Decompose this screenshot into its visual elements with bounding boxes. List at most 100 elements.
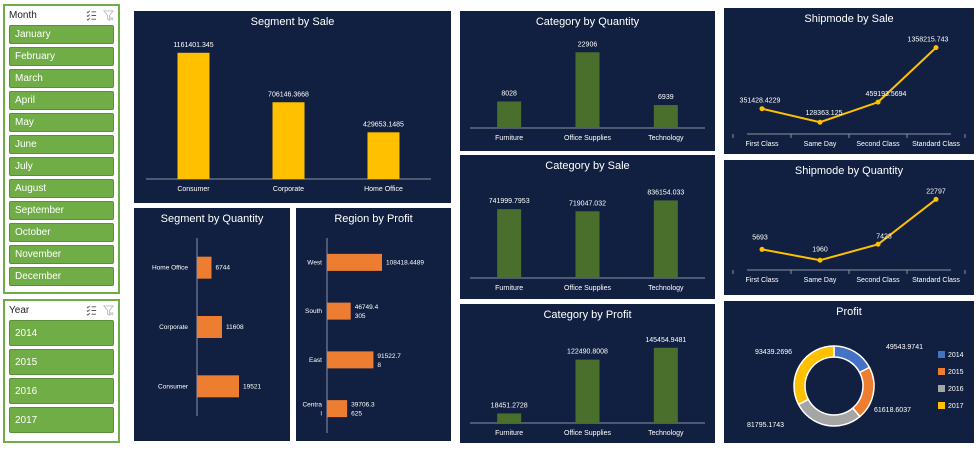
data-label: 91522.7: [377, 353, 401, 360]
legend-label: 2016: [948, 386, 964, 393]
bar-furniture[interactable]: [497, 413, 522, 423]
tick-label: Consumer: [177, 186, 210, 193]
data-label: 836154.033: [647, 189, 684, 196]
slicer-item-september[interactable]: September: [9, 201, 114, 220]
tick-label: First Class: [745, 141, 779, 148]
chart-svg: 351428.4229 First Class 128363.125 Same Day…: [732, 37, 966, 148]
slicer-item-june[interactable]: June: [9, 135, 114, 154]
data-label: 625: [351, 411, 362, 418]
chart-svg: 1161401.345 Consumer 706146.3668 Corporate 4…: [146, 42, 431, 193]
data-point[interactable]: [817, 257, 823, 263]
bar-furniture[interactable]: [497, 101, 522, 128]
multi-select-icon[interactable]: [86, 305, 97, 316]
chart-title: Shipmode by Quantity: [794, 165, 904, 177]
data-point[interactable]: [759, 106, 765, 112]
slicer-item-november[interactable]: November: [9, 245, 114, 264]
bar-technology[interactable]: [653, 200, 678, 278]
year-slicer: Year 2014 2015 2016 2017: [3, 299, 120, 443]
tick-label: Standard Class: [912, 141, 960, 148]
tick-label: l: [321, 411, 323, 418]
bar-south[interactable]: [327, 302, 351, 320]
bar-central[interactable]: [327, 400, 348, 418]
data-point[interactable]: [875, 99, 881, 105]
bar-consumer[interactable]: [177, 52, 210, 179]
data-point[interactable]: [875, 241, 881, 247]
tick-label: Standard Class: [912, 277, 960, 284]
donut-slice-2014[interactable]: [833, 345, 871, 374]
bar-corporate[interactable]: [197, 316, 222, 338]
month-slicer-title: Month: [9, 10, 37, 21]
legend-label: 2017: [948, 403, 964, 410]
clear-filter-icon[interactable]: [103, 10, 114, 21]
tick-label: First Class: [745, 277, 779, 284]
tick-label: Consumer: [158, 383, 189, 390]
slicer-item-december[interactable]: December: [9, 267, 114, 286]
clear-filter-icon[interactable]: [103, 305, 114, 316]
segment-by-sale-chart: Segment by Sale 1161401.345 Consumer 706146…: [134, 11, 451, 203]
tick-label: Corporate: [273, 186, 304, 193]
bar-technology[interactable]: [653, 347, 678, 423]
slicer-item-2017[interactable]: 2017: [9, 407, 114, 433]
slicer-item-may[interactable]: May: [9, 113, 114, 132]
data-point[interactable]: [759, 246, 765, 252]
tick-label: West: [307, 259, 322, 266]
tick-label: Home Office: [152, 265, 188, 272]
data-label: 39706.3: [351, 402, 375, 409]
series-line: [761, 46, 937, 124]
chart-title: Profit: [836, 306, 862, 318]
bar-west[interactable]: [327, 253, 382, 271]
month-slicer-header: Month: [5, 6, 118, 25]
slicer-item-august[interactable]: August: [9, 179, 114, 198]
data-label: 719047.032: [569, 200, 606, 207]
slicer-item-march[interactable]: March: [9, 69, 114, 88]
multi-select-icon[interactable]: [86, 10, 97, 21]
donut-slice-2016[interactable]: [797, 398, 861, 427]
data-label: 128363.125: [806, 110, 843, 117]
legend-swatch: [938, 402, 945, 409]
donut-slice-2017[interactable]: [793, 345, 835, 406]
chart-svg: 18451.2728 Furniture 122490.8008 Office Sup…: [470, 337, 705, 437]
tick-label: Same Day: [804, 141, 837, 148]
data-label: 18451.2728: [491, 402, 528, 409]
tick-label: Furniture: [495, 430, 523, 437]
profit-donut-chart: Profit 49543.9741 2014 61618.6037 2015 81795.…: [724, 301, 974, 443]
data-label: 46749.4: [355, 304, 379, 311]
data-label: 19521: [243, 383, 261, 390]
slicer-item-2016[interactable]: 2016: [9, 378, 114, 404]
data-label: 1960: [812, 246, 828, 253]
bar-office-supplies[interactable]: [575, 359, 600, 423]
data-point[interactable]: [933, 196, 939, 202]
bar-consumer[interactable]: [197, 375, 239, 398]
data-label: 81795.1743: [747, 422, 784, 429]
year-slicer-items: 2014 2015 2016 2017: [5, 320, 118, 433]
bar-technology[interactable]: [653, 105, 678, 128]
data-label: 93439.2696: [755, 349, 792, 356]
data-label: 741999.7953: [489, 198, 530, 205]
data-label: 6939: [658, 94, 674, 101]
data-point[interactable]: [817, 119, 823, 125]
data-label: 706146.3668: [268, 91, 309, 98]
legend-label: 2015: [948, 369, 964, 376]
chart-title: Segment by Quantity: [160, 213, 264, 225]
bar-home-office[interactable]: [367, 132, 400, 179]
slicer-item-october[interactable]: October: [9, 223, 114, 242]
slicer-item-2015[interactable]: 2015: [9, 349, 114, 375]
slicer-item-july[interactable]: July: [9, 157, 114, 176]
legend-swatch: [938, 368, 945, 375]
bar-office-supplies[interactable]: [575, 52, 600, 128]
slicer-item-april[interactable]: April: [9, 91, 114, 110]
data-label: 1161401.345: [173, 42, 213, 49]
bar-home-office[interactable]: [197, 256, 212, 279]
slicer-item-february[interactable]: February: [9, 47, 114, 66]
donut-slice-2015[interactable]: [851, 366, 875, 418]
data-point[interactable]: [933, 45, 939, 51]
legend-swatch: [938, 351, 945, 358]
bar-office-supplies[interactable]: [575, 211, 600, 278]
slicer-item-2014[interactable]: 2014: [9, 320, 114, 346]
bar-furniture[interactable]: [497, 209, 522, 278]
data-label: 108418.4489: [386, 259, 424, 266]
slicer-item-january[interactable]: January: [9, 25, 114, 44]
bar-east[interactable]: [327, 351, 374, 369]
tick-label: Office Supplies: [564, 285, 611, 292]
bar-corporate[interactable]: [272, 102, 305, 179]
